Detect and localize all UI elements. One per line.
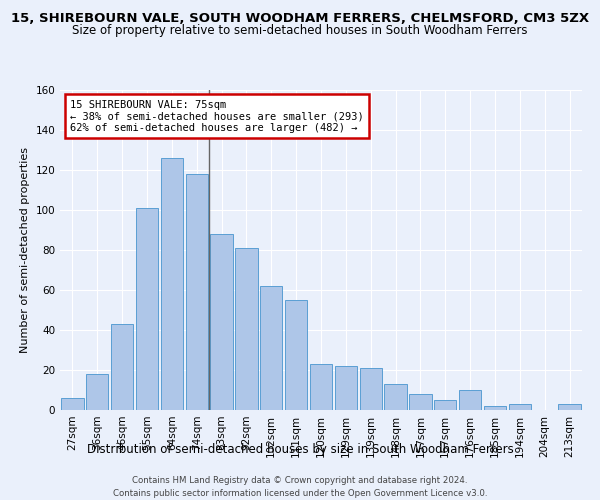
Text: Contains public sector information licensed under the Open Government Licence v3: Contains public sector information licen… (113, 489, 487, 498)
Bar (235, 248, 257, 410)
Bar (335, 366, 357, 410)
Bar (385, 384, 407, 410)
Text: Contains HM Land Registry data © Crown copyright and database right 2024.: Contains HM Land Registry data © Crown c… (132, 476, 468, 485)
Bar (260, 286, 283, 410)
Text: 15, SHIREBOURN VALE, SOUTH WOODHAM FERRERS, CHELMSFORD, CM3 5ZX: 15, SHIREBOURN VALE, SOUTH WOODHAM FERRE… (11, 12, 589, 26)
Bar (111, 324, 133, 410)
Bar (409, 394, 431, 410)
Bar (161, 158, 183, 410)
Text: Distribution of semi-detached houses by size in South Woodham Ferrers: Distribution of semi-detached houses by … (86, 442, 514, 456)
Text: Size of property relative to semi-detached houses in South Woodham Ferrers: Size of property relative to semi-detach… (72, 24, 528, 37)
Bar (211, 234, 233, 410)
Bar (185, 174, 208, 410)
Bar (61, 398, 83, 410)
Bar (484, 406, 506, 410)
Bar (559, 404, 581, 410)
Bar (136, 208, 158, 410)
Bar (509, 404, 531, 410)
Bar (459, 390, 481, 410)
Bar (310, 364, 332, 410)
Y-axis label: Number of semi-detached properties: Number of semi-detached properties (20, 147, 30, 353)
Bar (285, 300, 307, 410)
Bar (434, 400, 457, 410)
Text: 15 SHIREBOURN VALE: 75sqm
← 38% of semi-detached houses are smaller (293)
62% of: 15 SHIREBOURN VALE: 75sqm ← 38% of semi-… (70, 100, 364, 133)
Bar (86, 374, 109, 410)
Bar (359, 368, 382, 410)
